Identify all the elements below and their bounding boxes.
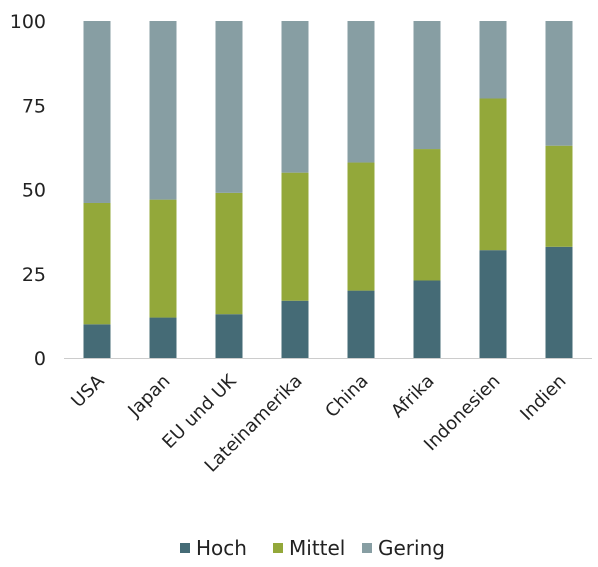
bar-segment-hoch	[215, 314, 243, 358]
legend-label: Mittel	[289, 536, 345, 560]
bar-segment-gering	[479, 21, 507, 99]
legend: Hoch Mittel Gering	[180, 536, 445, 560]
bar-segment-gering	[215, 21, 243, 193]
y-tick-label: 50	[22, 180, 46, 202]
legend-item-gering: Gering	[362, 536, 445, 560]
bar-segment-mittel	[545, 145, 573, 247]
bar-segment-hoch	[83, 324, 111, 358]
y-tick-label: 25	[22, 264, 46, 286]
bar-segment-mittel	[215, 192, 243, 315]
bar-segment-gering	[413, 21, 441, 150]
legend-label: Hoch	[196, 536, 247, 560]
bar-segment-mittel	[149, 199, 177, 318]
bar-segment-gering	[545, 21, 573, 146]
bar-segment-mittel	[281, 172, 309, 301]
bar-segment-mittel	[479, 98, 507, 251]
x-tick-label: Afrika	[387, 371, 438, 422]
bar-segment-hoch	[413, 280, 441, 358]
legend-item-hoch: Hoch	[180, 536, 247, 560]
x-tick-label: Indien	[516, 371, 570, 425]
x-tick-label: USA	[67, 370, 109, 412]
bar-segment-gering	[83, 21, 111, 203]
bar-segment-gering	[281, 21, 309, 173]
y-axis: 0 25 50 75 100	[10, 11, 46, 370]
bar-segment-hoch	[479, 250, 507, 358]
bars	[83, 21, 573, 358]
legend-swatch	[362, 543, 372, 553]
bar-segment-mittel	[413, 149, 441, 281]
bar-segment-hoch	[149, 317, 177, 358]
legend-label: Gering	[378, 536, 445, 560]
bar-segment-mittel	[347, 162, 375, 291]
y-tick-label: 100	[10, 11, 46, 33]
legend-swatch	[273, 543, 283, 553]
bar-segment-hoch	[281, 300, 309, 358]
x-tick-label: China	[321, 371, 372, 422]
bar-segment-gering	[149, 21, 177, 200]
bar-segment-hoch	[347, 290, 375, 358]
bar-segment-mittel	[83, 202, 111, 325]
y-tick-label: 75	[22, 95, 46, 117]
legend-swatch	[180, 543, 190, 553]
bar-segment-gering	[347, 21, 375, 163]
x-tick-label: Japan	[123, 371, 174, 422]
bar-segment-hoch	[545, 246, 573, 358]
y-tick-label: 0	[34, 348, 46, 370]
legend-item-mittel: Mittel	[273, 536, 345, 560]
